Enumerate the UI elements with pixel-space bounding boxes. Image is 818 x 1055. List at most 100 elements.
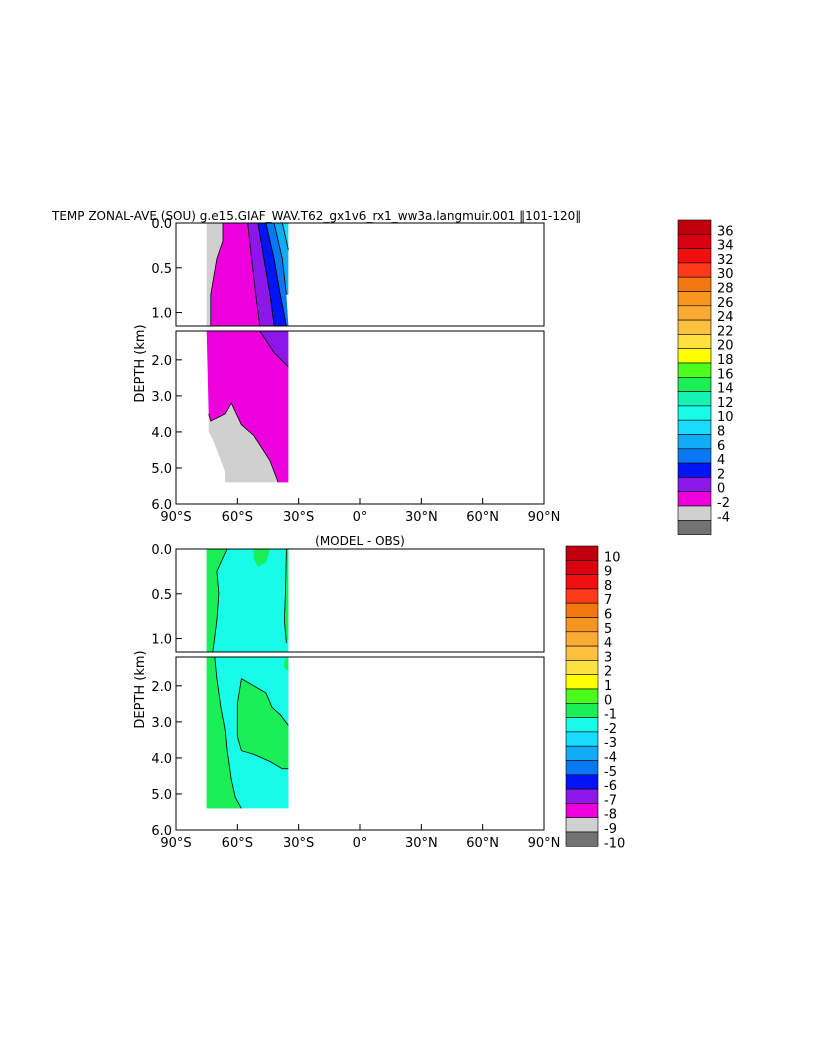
contour-region xyxy=(206,549,289,652)
contour-line xyxy=(265,223,287,326)
x-tick-label: 60°S xyxy=(222,836,253,851)
lower-field xyxy=(206,657,289,809)
contour-line xyxy=(210,223,224,326)
x-tick-label: 60°N xyxy=(466,510,499,525)
contour-region xyxy=(257,223,287,326)
colorbar-swatch xyxy=(565,817,599,833)
colorbar-swatch xyxy=(677,248,712,264)
x-tick-label: 90°N xyxy=(528,510,561,525)
colorbar-swatch xyxy=(565,588,599,604)
colorbar-label: 16 xyxy=(717,367,734,382)
contour-region xyxy=(210,223,260,326)
contour-line xyxy=(257,223,275,326)
contour-region xyxy=(259,331,289,367)
colorbar-label: -10 xyxy=(604,836,625,851)
colorbar-swatch xyxy=(677,405,712,421)
contour-region xyxy=(206,331,289,483)
colorbar-swatch xyxy=(677,519,712,535)
colorbar-swatch xyxy=(565,631,599,647)
x-tick-label: 90°S xyxy=(160,836,191,851)
y-tick-label: 5.0 xyxy=(151,788,172,803)
colorbar-swatch xyxy=(677,305,712,321)
colorbar-swatch xyxy=(677,462,712,478)
contour-region xyxy=(274,223,289,295)
contour-region xyxy=(284,549,289,643)
colorbar-swatch xyxy=(565,717,599,733)
colorbar-label: 6 xyxy=(604,608,612,623)
colorbar-swatch xyxy=(565,545,599,561)
colorbar-label: 0 xyxy=(604,693,612,708)
contour-region xyxy=(286,223,289,232)
colorbar-swatch xyxy=(677,448,712,464)
colorbar-swatch xyxy=(677,219,712,235)
y-tick-label: 1.0 xyxy=(151,307,172,322)
contour-line xyxy=(281,223,289,250)
y-tick-label: 4.0 xyxy=(151,752,172,767)
y-axis-label: DEPTH (km) xyxy=(133,650,148,728)
colorbar-label: -2 xyxy=(717,496,730,511)
colorbar-swatch xyxy=(565,745,599,761)
colorbar-swatch xyxy=(677,362,712,378)
colorbar-label: 5 xyxy=(604,622,612,637)
x-tick-label: 30°S xyxy=(283,836,314,851)
contour-region xyxy=(206,657,242,809)
colorbar-swatch xyxy=(677,419,712,435)
upper-field xyxy=(206,549,289,652)
colorbar-swatch xyxy=(565,702,599,718)
colorbar-swatch xyxy=(677,348,712,364)
contour-line xyxy=(241,678,289,726)
colorbar-swatch xyxy=(677,376,712,392)
x-tick-label: 90°S xyxy=(160,510,191,525)
y-tick-label: 4.0 xyxy=(151,426,172,441)
temperature-panel: 0.0 0.5 1.0 2.0 3.0 4.0 5.0 6.0 DEPTH (km) 90°S 60… xyxy=(133,217,560,525)
difference-title: (MODEL - OBS) xyxy=(315,534,405,548)
contour-region xyxy=(237,678,289,769)
y-tick-label: 3.0 xyxy=(151,390,172,405)
upper-frame xyxy=(175,548,545,653)
colorbar-label: 10 xyxy=(717,410,734,425)
colorbar-label: 10 xyxy=(604,550,621,565)
colorbar-label: 4 xyxy=(604,636,612,651)
contour-region xyxy=(208,403,279,483)
colorbar-label: 34 xyxy=(717,239,734,254)
y-tick-label: 3.0 xyxy=(151,716,172,731)
colorbar-label: -2 xyxy=(604,722,617,737)
figure-title: TEMP ZONAL-AVE (SOU) g.e15.GIAF_WAV.T62_… xyxy=(51,209,581,223)
colorbar-label: 28 xyxy=(717,282,734,297)
colorbar-label: -4 xyxy=(717,510,730,525)
upper-field xyxy=(206,223,289,326)
colorbar-swatch xyxy=(565,645,599,661)
colorbar-label: 9 xyxy=(604,565,612,580)
colorbar-label: 20 xyxy=(717,339,734,354)
contour-line xyxy=(214,657,242,809)
y-tick-label: 2.0 xyxy=(151,680,172,695)
colorbar-swatch xyxy=(677,291,712,307)
contour-line xyxy=(283,549,287,644)
colorbar-swatch xyxy=(565,602,599,618)
y-tick-label: 0.5 xyxy=(151,262,172,277)
colorbar-swatch xyxy=(565,559,599,575)
contour-line xyxy=(247,223,261,326)
colorbar-swatch xyxy=(565,660,599,676)
contour-line xyxy=(259,331,289,368)
colorbar-label: -4 xyxy=(604,751,617,766)
colorbar-label: 6 xyxy=(717,439,725,454)
contour-line xyxy=(208,402,279,483)
colorbar-label: 3 xyxy=(604,650,612,665)
colorbar-label: 4 xyxy=(717,453,725,468)
colorbar-label: 12 xyxy=(717,396,734,411)
colorbar-label: 14 xyxy=(717,382,734,397)
colorbar-label: -6 xyxy=(604,779,617,794)
colorbar-swatch xyxy=(677,477,712,492)
colorbar-swatch xyxy=(677,276,712,292)
colorbar-swatch xyxy=(677,262,712,278)
colorbar-swatch xyxy=(565,574,599,590)
x-tick-label: 30°N xyxy=(405,836,438,851)
colorbar-swatch xyxy=(677,319,712,335)
colorbar-label: -9 xyxy=(604,822,617,837)
lower-field xyxy=(206,331,289,483)
y-tick-label: 2.0 xyxy=(151,354,172,369)
